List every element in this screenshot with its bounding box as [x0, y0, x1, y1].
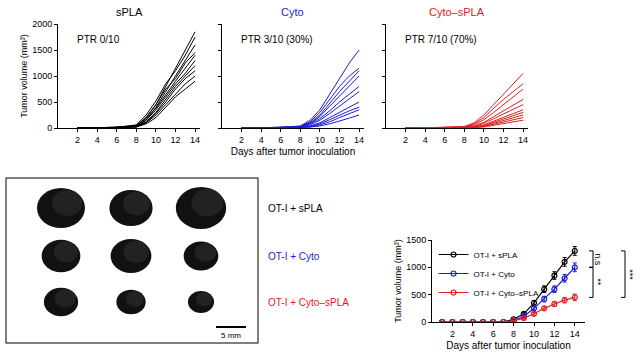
svg-text:Tumor volume (mm³): Tumor volume (mm³): [19, 34, 29, 118]
svg-text:10: 10: [479, 135, 489, 145]
svg-text:0: 0: [47, 123, 52, 133]
svg-text:6: 6: [278, 135, 283, 145]
svg-text:***: ***: [625, 269, 635, 280]
svg-text:500: 500: [37, 97, 52, 107]
svg-text:0: 0: [421, 317, 426, 327]
svg-text:14: 14: [570, 329, 580, 339]
svg-text:n.s: n.s: [593, 253, 603, 266]
svg-text:2: 2: [75, 135, 80, 145]
svg-text:10: 10: [529, 329, 539, 339]
svg-text:1000: 1000: [406, 262, 426, 272]
svg-text:OT-I + Cyto: OT-I + Cyto: [474, 270, 516, 279]
svg-text:Cyto: Cyto: [281, 6, 304, 18]
svg-text:Days after tumor inoculation: Days after tumor inoculation: [231, 146, 356, 157]
svg-text:6: 6: [114, 135, 119, 145]
svg-text:500: 500: [411, 290, 426, 300]
svg-text:PTR 0/10: PTR 0/10: [77, 34, 120, 45]
svg-text:6: 6: [442, 135, 447, 145]
svg-text:2: 2: [239, 135, 244, 145]
svg-text:4: 4: [95, 135, 100, 145]
svg-text:12: 12: [499, 135, 509, 145]
svg-text:14: 14: [354, 135, 364, 145]
svg-text:5 mm: 5 mm: [221, 331, 241, 340]
svg-text:8: 8: [462, 135, 467, 145]
svg-text:2: 2: [450, 329, 455, 339]
svg-text:1500: 1500: [32, 45, 52, 55]
svg-text:PTR 3/10 (30%): PTR 3/10 (30%): [241, 34, 313, 45]
svg-text:2000: 2000: [32, 19, 52, 29]
svg-text:Days after tumor inoculation: Days after tumor inoculation: [446, 340, 571, 351]
svg-text:**: **: [593, 278, 603, 286]
svg-text:10: 10: [315, 135, 325, 145]
svg-text:10: 10: [151, 135, 161, 145]
svg-text:OT-I + Cyto–sPLA: OT-I + Cyto–sPLA: [474, 289, 539, 298]
svg-text:OT-I + sPLA: OT-I + sPLA: [268, 203, 323, 214]
svg-text:4: 4: [259, 135, 264, 145]
svg-text:14: 14: [190, 135, 200, 145]
svg-text:14: 14: [518, 135, 528, 145]
svg-text:OT-I + sPLA: OT-I + sPLA: [474, 251, 518, 260]
svg-text:sPLA: sPLA: [116, 6, 143, 18]
svg-text:8: 8: [511, 329, 516, 339]
svg-text:12: 12: [549, 329, 559, 339]
svg-text:2: 2: [403, 135, 408, 145]
svg-text:6: 6: [491, 329, 496, 339]
svg-text:PTR 7/10 (70%): PTR 7/10 (70%): [405, 34, 477, 45]
svg-text:4: 4: [423, 135, 428, 145]
svg-text:12: 12: [171, 135, 181, 145]
svg-text:Cyto–sPLA: Cyto–sPLA: [429, 6, 485, 18]
svg-text:8: 8: [298, 135, 303, 145]
svg-text:1500: 1500: [406, 235, 426, 245]
svg-text:1000: 1000: [32, 71, 52, 81]
svg-text:Tumor volume (mm³): Tumor volume (mm³): [393, 239, 403, 323]
svg-text:4: 4: [470, 329, 475, 339]
svg-text:12: 12: [335, 135, 345, 145]
svg-text:8: 8: [134, 135, 139, 145]
svg-text:OT-I + Cyto–sPLA: OT-I + Cyto–sPLA: [268, 297, 349, 308]
svg-text:OT-I + Cyto: OT-I + Cyto: [268, 251, 320, 262]
